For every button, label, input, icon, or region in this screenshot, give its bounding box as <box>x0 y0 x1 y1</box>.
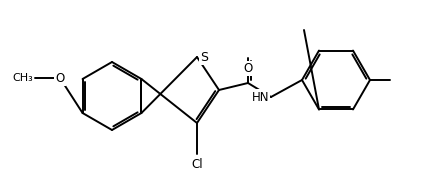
Text: HN: HN <box>251 91 269 103</box>
Text: Cl: Cl <box>191 158 203 171</box>
Text: O: O <box>55 71 65 84</box>
Text: CH₃: CH₃ <box>12 73 33 83</box>
Text: S: S <box>200 51 208 63</box>
Text: O: O <box>243 62 253 75</box>
